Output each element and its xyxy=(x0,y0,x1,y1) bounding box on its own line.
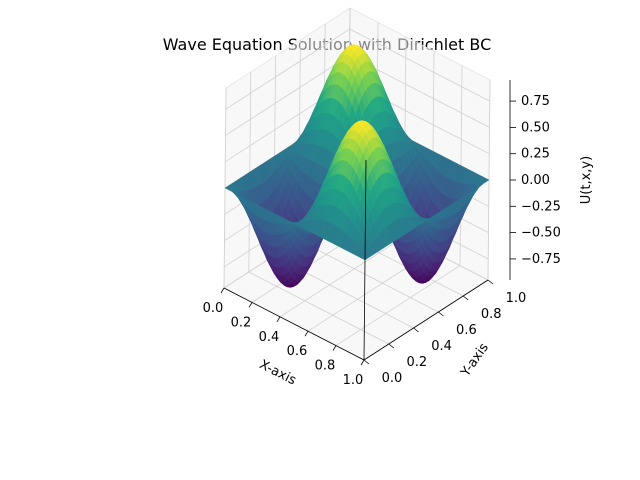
y-tick-label: 0.6 xyxy=(456,323,477,338)
x-tick-label: 0.8 xyxy=(315,359,336,374)
y-tick-mark xyxy=(363,359,370,365)
y-tick-mark xyxy=(487,279,494,285)
z-tick-label: −0.75 xyxy=(521,252,561,267)
z-tick-label: 0.00 xyxy=(521,173,550,188)
y-tick-label: 1.0 xyxy=(506,291,527,306)
z-axis-label: U(t,x,y) xyxy=(579,156,594,204)
z-tick-label: 0.25 xyxy=(521,147,550,162)
y-tick-label: 0.0 xyxy=(382,371,403,386)
grid-floor-y xyxy=(298,239,439,313)
x-tick-mark xyxy=(360,359,365,366)
y-tick-mark xyxy=(413,327,419,333)
z-axis-line xyxy=(363,159,367,361)
surface-mesh xyxy=(224,44,490,288)
grid-floor-x xyxy=(279,236,405,318)
y-tick-label: 0.2 xyxy=(406,355,427,370)
x-tick-label: 1.0 xyxy=(343,373,364,388)
x-tick-mark xyxy=(332,345,337,351)
y-tick-label: 0.4 xyxy=(431,339,452,354)
axis-ticks: 0.00.20.40.60.81.0 0.00.20.40.60.81.0−0.7… xyxy=(203,80,561,388)
x-tick-label: 0.4 xyxy=(259,330,280,345)
grid-floor-y xyxy=(248,271,389,345)
axis-lines xyxy=(223,159,489,361)
x-tick-label: 0.2 xyxy=(231,315,252,330)
z-tick-label: −0.50 xyxy=(521,226,561,241)
x-tick-mark xyxy=(276,316,281,323)
grid-wall-z xyxy=(225,28,351,110)
y-axis-line xyxy=(363,279,489,361)
y-tick-mark xyxy=(388,343,395,349)
x-tick-mark xyxy=(220,287,225,294)
y-tick-mark xyxy=(462,295,469,301)
x-tick-label: 0.6 xyxy=(287,344,308,359)
z-tick-label: 0.75 xyxy=(521,94,550,109)
x-tick-mark xyxy=(304,330,309,337)
z-tick-label: 0.50 xyxy=(521,120,550,135)
grid-floor-x xyxy=(335,265,461,346)
x-axis-line xyxy=(223,287,365,361)
x-tick-mark xyxy=(248,302,253,308)
grid-wall-z xyxy=(349,28,490,102)
x-tick-label: 0.0 xyxy=(203,301,224,316)
grid-wall-z xyxy=(225,55,350,136)
z-tick-label: −0.25 xyxy=(521,199,561,214)
y-axis-label: Y-axis xyxy=(458,340,492,380)
y-tick-label: 0.8 xyxy=(481,307,502,322)
x-axis-label: X-axis xyxy=(257,357,299,388)
y-tick-mark xyxy=(438,311,444,317)
